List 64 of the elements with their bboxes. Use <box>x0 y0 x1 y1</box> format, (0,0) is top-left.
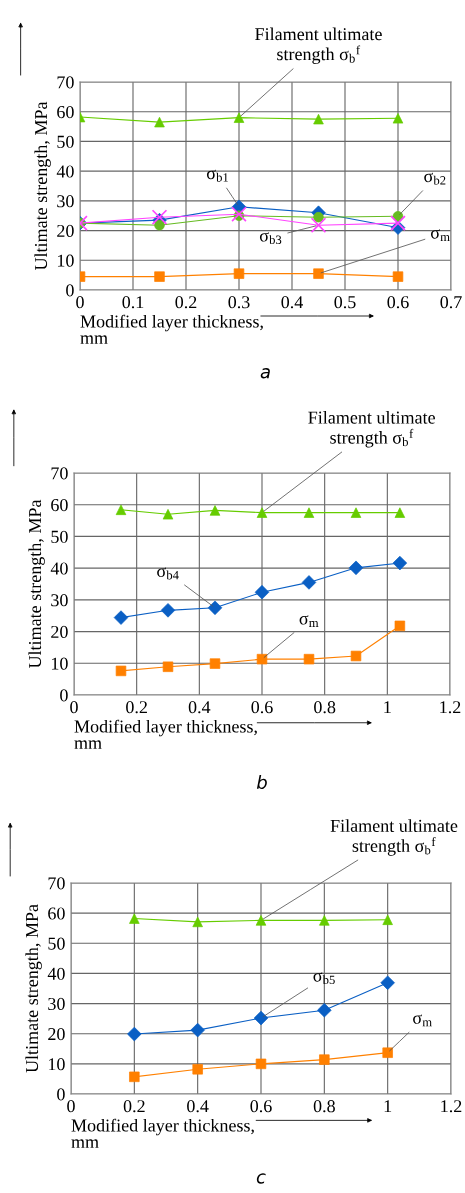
y-tick-label: 60 <box>48 907 65 920</box>
text: σ$_{b2}$ <box>424 172 446 185</box>
x-tick-label: 0.2 <box>126 701 147 714</box>
x-tick-label: 0.6 <box>387 296 409 309</box>
y-tick-label: 20 <box>48 1027 65 1041</box>
text: Filament ultimate strength σ$_{b}$$^{f}$ <box>330 819 458 856</box>
x-tick-label: 1.2 <box>440 701 461 714</box>
y-tick-label: 60 <box>57 105 74 119</box>
y-tick-label: 10 <box>57 254 74 267</box>
x-tick-label: 1.2 <box>441 1100 462 1113</box>
x-tick-label: 0.8 <box>313 1100 335 1113</box>
y-tick-label: 30 <box>51 594 68 607</box>
y-tick-label: 20 <box>51 625 68 639</box>
x-tick-label: 0 <box>76 296 84 309</box>
series-label: σ$_{b4}$ <box>157 567 179 580</box>
x-tick-label: 0.6 <box>251 701 273 714</box>
text: σ$_{m}$ <box>430 229 450 241</box>
y-tick-label: 50 <box>57 135 74 148</box>
x-tick-label: 0.7 <box>440 296 462 309</box>
y-tick-label: 0 <box>60 689 68 702</box>
y-tick-label: 10 <box>48 1058 65 1071</box>
x-tick-label: 0.1 <box>122 296 144 309</box>
x-tick-label: 1 <box>384 701 391 714</box>
series-label: σ$_{b1}$ <box>206 169 228 182</box>
text: c <box>256 1173 266 1184</box>
x-tick-label: 0.5 <box>334 296 356 309</box>
y-tick-label: 10 <box>51 657 68 670</box>
y-tick-label: 70 <box>51 467 68 480</box>
text: b <box>256 775 267 790</box>
x-axis-title: Modified layer thickness, mm <box>80 314 263 344</box>
y-axis-title: Ultimate strength, MPa <box>25 904 42 1073</box>
y-tick-label: 0 <box>57 1088 65 1101</box>
x-axis-title: Modified layer thickness, mm <box>71 1118 254 1148</box>
y-axis-title: Ultimate strength, MPa <box>28 499 45 669</box>
y-tick-label: 40 <box>56 165 74 178</box>
y-tick-label: 60 <box>51 498 68 512</box>
y-tick-label: 30 <box>57 195 74 208</box>
y-tick-label: 0 <box>66 284 74 297</box>
series-label: σ$_{b5}$ <box>313 972 335 985</box>
y-tick-label: 20 <box>57 224 74 238</box>
x-tick-label: 0.3 <box>228 296 250 309</box>
x-tick-label: 0.4 <box>188 701 211 714</box>
x-tick-label: 0.6 <box>250 1100 272 1113</box>
y-tick-label: 30 <box>48 997 65 1011</box>
x-tick-label: 0.4 <box>187 1100 209 1113</box>
y-tick-label: 40 <box>50 562 68 575</box>
x-tick-label: 0.4 <box>281 296 303 309</box>
y-tick-label: 50 <box>51 530 68 543</box>
y-axis-title: Ultimate strength, MPa <box>34 101 51 271</box>
x-axis-title: Modified layer thickness, mm <box>74 719 257 749</box>
series-label: σ$_{m}$ <box>413 1014 432 1027</box>
x-tick-label: 0.8 <box>314 701 336 714</box>
x-tick-label: 1 <box>384 1100 392 1113</box>
x-tick-label: 0.2 <box>123 1100 145 1113</box>
y-tick-label: 40 <box>47 967 65 980</box>
text: Filament ultimate strength σ$_{b}$$^{f}$ <box>255 27 382 64</box>
y-tick-label: 70 <box>57 76 74 89</box>
x-tick-label: 0.2 <box>175 296 197 309</box>
series-label: σ$_{b3}$ <box>259 232 282 245</box>
text: Filament ultimate strength σ$_{b}$$^{f}$ <box>308 411 435 448</box>
series-label: σ$_{m}$ <box>299 615 319 627</box>
text: a <box>260 368 270 379</box>
y-tick-label: 70 <box>48 877 65 890</box>
y-tick-label: 50 <box>48 937 65 950</box>
